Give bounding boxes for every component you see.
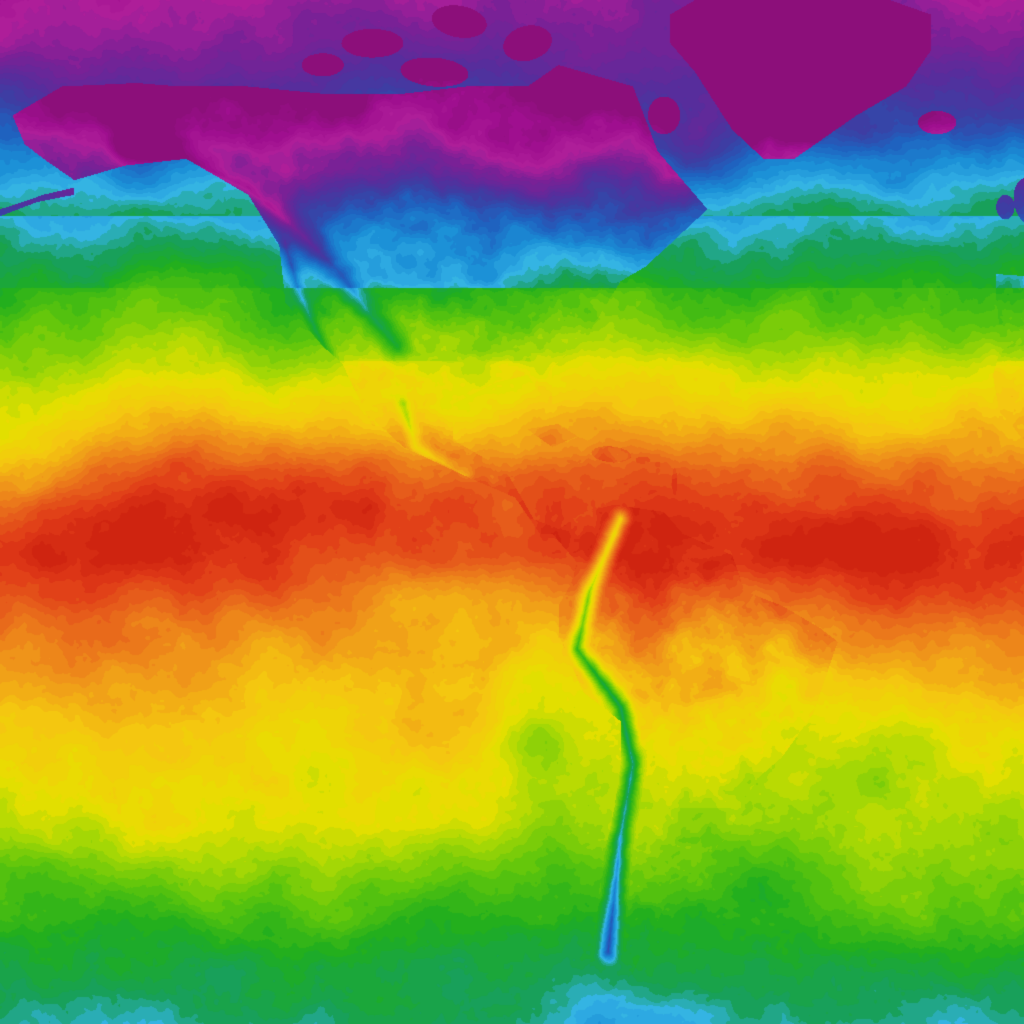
- temperature-map-viewport[interactable]: [0, 0, 1024, 1024]
- temperature-raster-canvas[interactable]: [0, 0, 1024, 1024]
